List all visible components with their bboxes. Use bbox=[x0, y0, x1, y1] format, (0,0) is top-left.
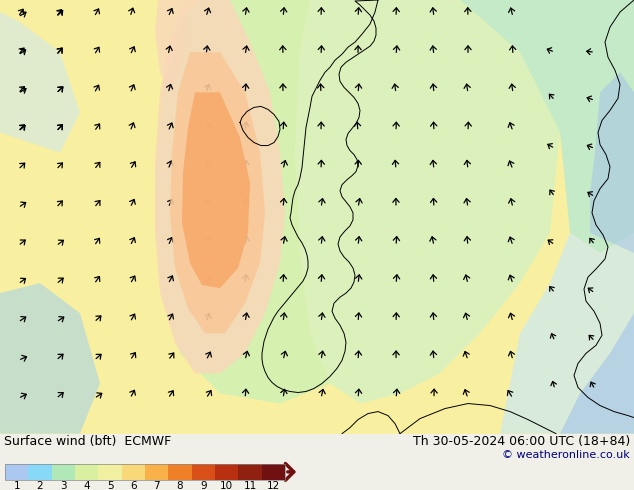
Text: 11: 11 bbox=[243, 481, 257, 490]
Polygon shape bbox=[460, 0, 634, 253]
Text: 5: 5 bbox=[107, 481, 113, 490]
Bar bbox=[29, 464, 51, 480]
Text: © weatheronline.co.uk: © weatheronline.co.uk bbox=[502, 450, 630, 460]
Polygon shape bbox=[155, 0, 285, 373]
Text: Th 30-05-2024 06:00 UTC (18+84): Th 30-05-2024 06:00 UTC (18+84) bbox=[413, 435, 630, 448]
Text: 3: 3 bbox=[60, 481, 67, 490]
Bar bbox=[262, 464, 285, 480]
Bar bbox=[75, 464, 98, 480]
Text: 10: 10 bbox=[220, 481, 233, 490]
Bar bbox=[145, 464, 169, 480]
Text: Surface wind (bft)  ECMWF: Surface wind (bft) ECMWF bbox=[4, 435, 171, 448]
Text: 8: 8 bbox=[177, 481, 183, 490]
Polygon shape bbox=[500, 233, 634, 434]
Polygon shape bbox=[170, 52, 265, 333]
Polygon shape bbox=[560, 313, 634, 434]
Polygon shape bbox=[295, 0, 560, 404]
Text: 6: 6 bbox=[130, 481, 137, 490]
Bar bbox=[5, 464, 285, 480]
Text: 7: 7 bbox=[153, 481, 160, 490]
Bar bbox=[169, 464, 191, 480]
Polygon shape bbox=[0, 283, 100, 434]
Polygon shape bbox=[590, 73, 634, 253]
Text: 12: 12 bbox=[267, 481, 280, 490]
Polygon shape bbox=[155, 0, 185, 92]
Polygon shape bbox=[155, 0, 330, 404]
Text: 2: 2 bbox=[37, 481, 43, 490]
Bar bbox=[215, 464, 238, 480]
Polygon shape bbox=[182, 92, 250, 288]
Bar bbox=[238, 464, 262, 480]
Bar bbox=[191, 464, 215, 480]
Bar bbox=[122, 464, 145, 480]
Text: 4: 4 bbox=[83, 481, 90, 490]
Bar bbox=[5, 464, 29, 480]
Bar bbox=[98, 464, 122, 480]
Bar bbox=[51, 464, 75, 480]
Text: 9: 9 bbox=[200, 481, 207, 490]
Text: 1: 1 bbox=[13, 481, 20, 490]
Polygon shape bbox=[0, 12, 80, 152]
